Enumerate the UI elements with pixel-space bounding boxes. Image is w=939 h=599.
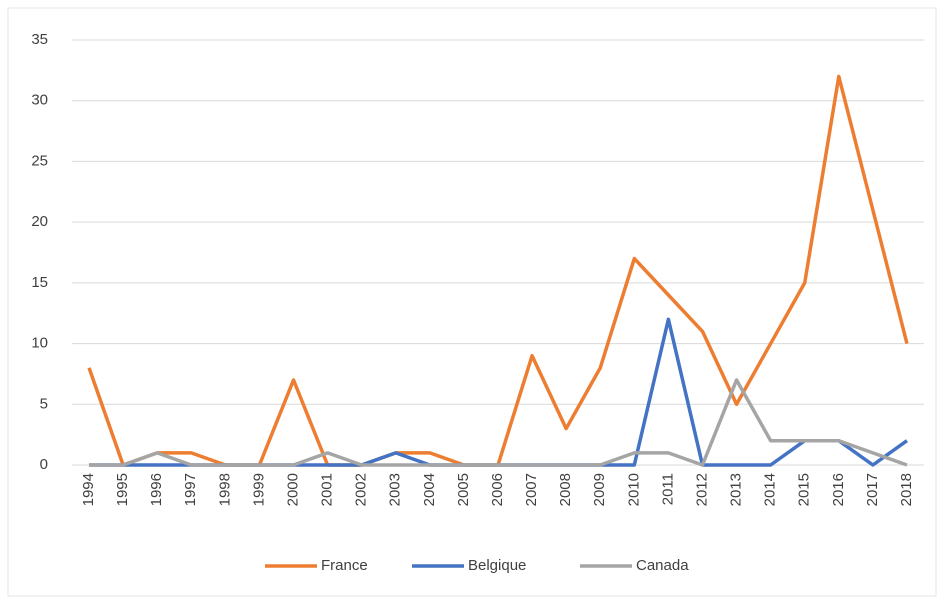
y-tick-label: 20 <box>31 213 48 230</box>
x-tick-label: 2009 <box>591 473 608 506</box>
legend-label: Canada <box>636 557 689 574</box>
y-tick-label: 35 <box>31 31 48 48</box>
x-tick-label: 1997 <box>182 473 199 506</box>
x-tick-label: 2003 <box>387 473 404 506</box>
x-tick-label: 1994 <box>80 473 97 506</box>
x-tick-label: 1995 <box>114 473 131 506</box>
x-tick-label: 2000 <box>284 473 301 506</box>
x-tick-label: 2001 <box>319 473 336 506</box>
x-tick-label: 2005 <box>455 473 472 506</box>
x-tick-label: 2014 <box>762 473 779 506</box>
x-tick-label: 2008 <box>557 473 574 506</box>
x-tick-label: 2004 <box>421 473 438 506</box>
x-tick-label: 2015 <box>796 473 813 506</box>
x-tick-label: 2010 <box>625 473 642 506</box>
y-tick-label: 30 <box>31 92 48 109</box>
x-tick-label: 1999 <box>250 473 267 506</box>
line-series <box>89 378 908 467</box>
y-tick-label: 5 <box>40 395 48 412</box>
x-tick-label: 2011 <box>659 473 676 505</box>
legend-label: France <box>321 557 368 574</box>
x-tick-label: 2017 <box>864 473 881 506</box>
x-tick-label: 2012 <box>693 473 710 506</box>
x-tick-label: 2018 <box>898 473 915 506</box>
x-tick-label: 1996 <box>148 473 165 506</box>
x-tick-label: 1998 <box>216 473 233 506</box>
x-tick-label: 2007 <box>523 473 540 506</box>
chart-frame <box>7 7 937 597</box>
x-tick-label: 2006 <box>489 473 506 506</box>
x-tick-label: 2013 <box>728 473 745 506</box>
x-tick-label: 2002 <box>353 473 370 506</box>
legend-label: Belgique <box>468 557 526 574</box>
x-tick-label: 2016 <box>830 473 847 506</box>
y-tick-label: 15 <box>31 274 48 291</box>
y-tick-label: 0 <box>40 456 48 473</box>
y-tick-label: 25 <box>31 152 48 169</box>
y-tick-label: 10 <box>31 335 48 352</box>
